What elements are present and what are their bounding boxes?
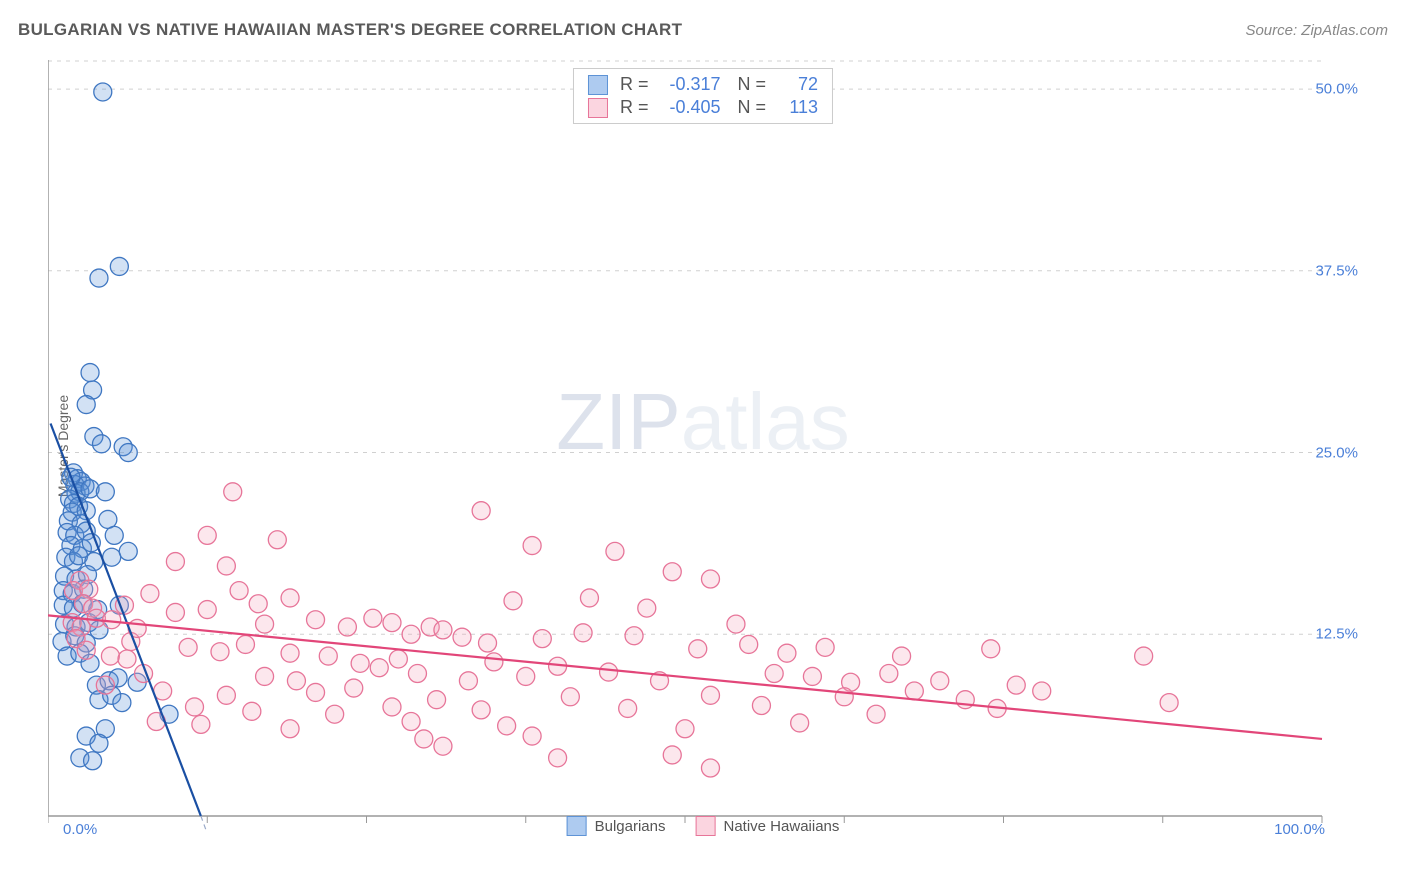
bottom-legend: Bulgarians Native Hawaiians bbox=[567, 816, 840, 836]
n-label-0: N = bbox=[733, 74, 767, 95]
swatch-bulgarians bbox=[588, 75, 608, 95]
swatch-hawaiians bbox=[588, 98, 608, 118]
r-label-0: R = bbox=[620, 74, 649, 95]
legend-item-0: Bulgarians bbox=[567, 816, 666, 836]
x-tick-label: 100.0% bbox=[1274, 821, 1325, 838]
source-label: Source: ZipAtlas.com bbox=[1245, 22, 1388, 39]
x-tick-label: 0.0% bbox=[63, 821, 97, 838]
stats-box: R = -0.317 N = 72 R = -0.405 N = 113 bbox=[573, 68, 833, 124]
legend-label-0: Bulgarians bbox=[595, 818, 666, 835]
y-tick-label: 37.5% bbox=[1315, 262, 1358, 279]
legend-label-1: Native Hawaiians bbox=[724, 818, 840, 835]
y-tick-label: 25.0% bbox=[1315, 444, 1358, 461]
stats-row-0: R = -0.317 N = 72 bbox=[588, 73, 818, 96]
legend-item-1: Native Hawaiians bbox=[696, 816, 840, 836]
y-tick-label: 12.5% bbox=[1315, 626, 1358, 643]
y-tick-label: 50.0% bbox=[1315, 81, 1358, 98]
r-value-0: -0.317 bbox=[661, 74, 721, 95]
chart-svg bbox=[48, 60, 1358, 830]
n-value-1: 113 bbox=[778, 97, 818, 118]
legend-swatch-1 bbox=[696, 816, 716, 836]
r-label-1: R = bbox=[620, 97, 649, 118]
plot-area: ZIPatlas R = -0.317 N = 72 R = -0.405 N … bbox=[48, 60, 1358, 830]
legend-swatch-0 bbox=[567, 816, 587, 836]
chart-title: BULGARIAN VS NATIVE HAWAIIAN MASTER'S DE… bbox=[18, 20, 682, 40]
r-value-1: -0.405 bbox=[661, 97, 721, 118]
header: BULGARIAN VS NATIVE HAWAIIAN MASTER'S DE… bbox=[18, 20, 1388, 40]
n-label-1: N = bbox=[733, 97, 767, 118]
stats-row-1: R = -0.405 N = 113 bbox=[588, 96, 818, 119]
n-value-0: 72 bbox=[778, 74, 818, 95]
